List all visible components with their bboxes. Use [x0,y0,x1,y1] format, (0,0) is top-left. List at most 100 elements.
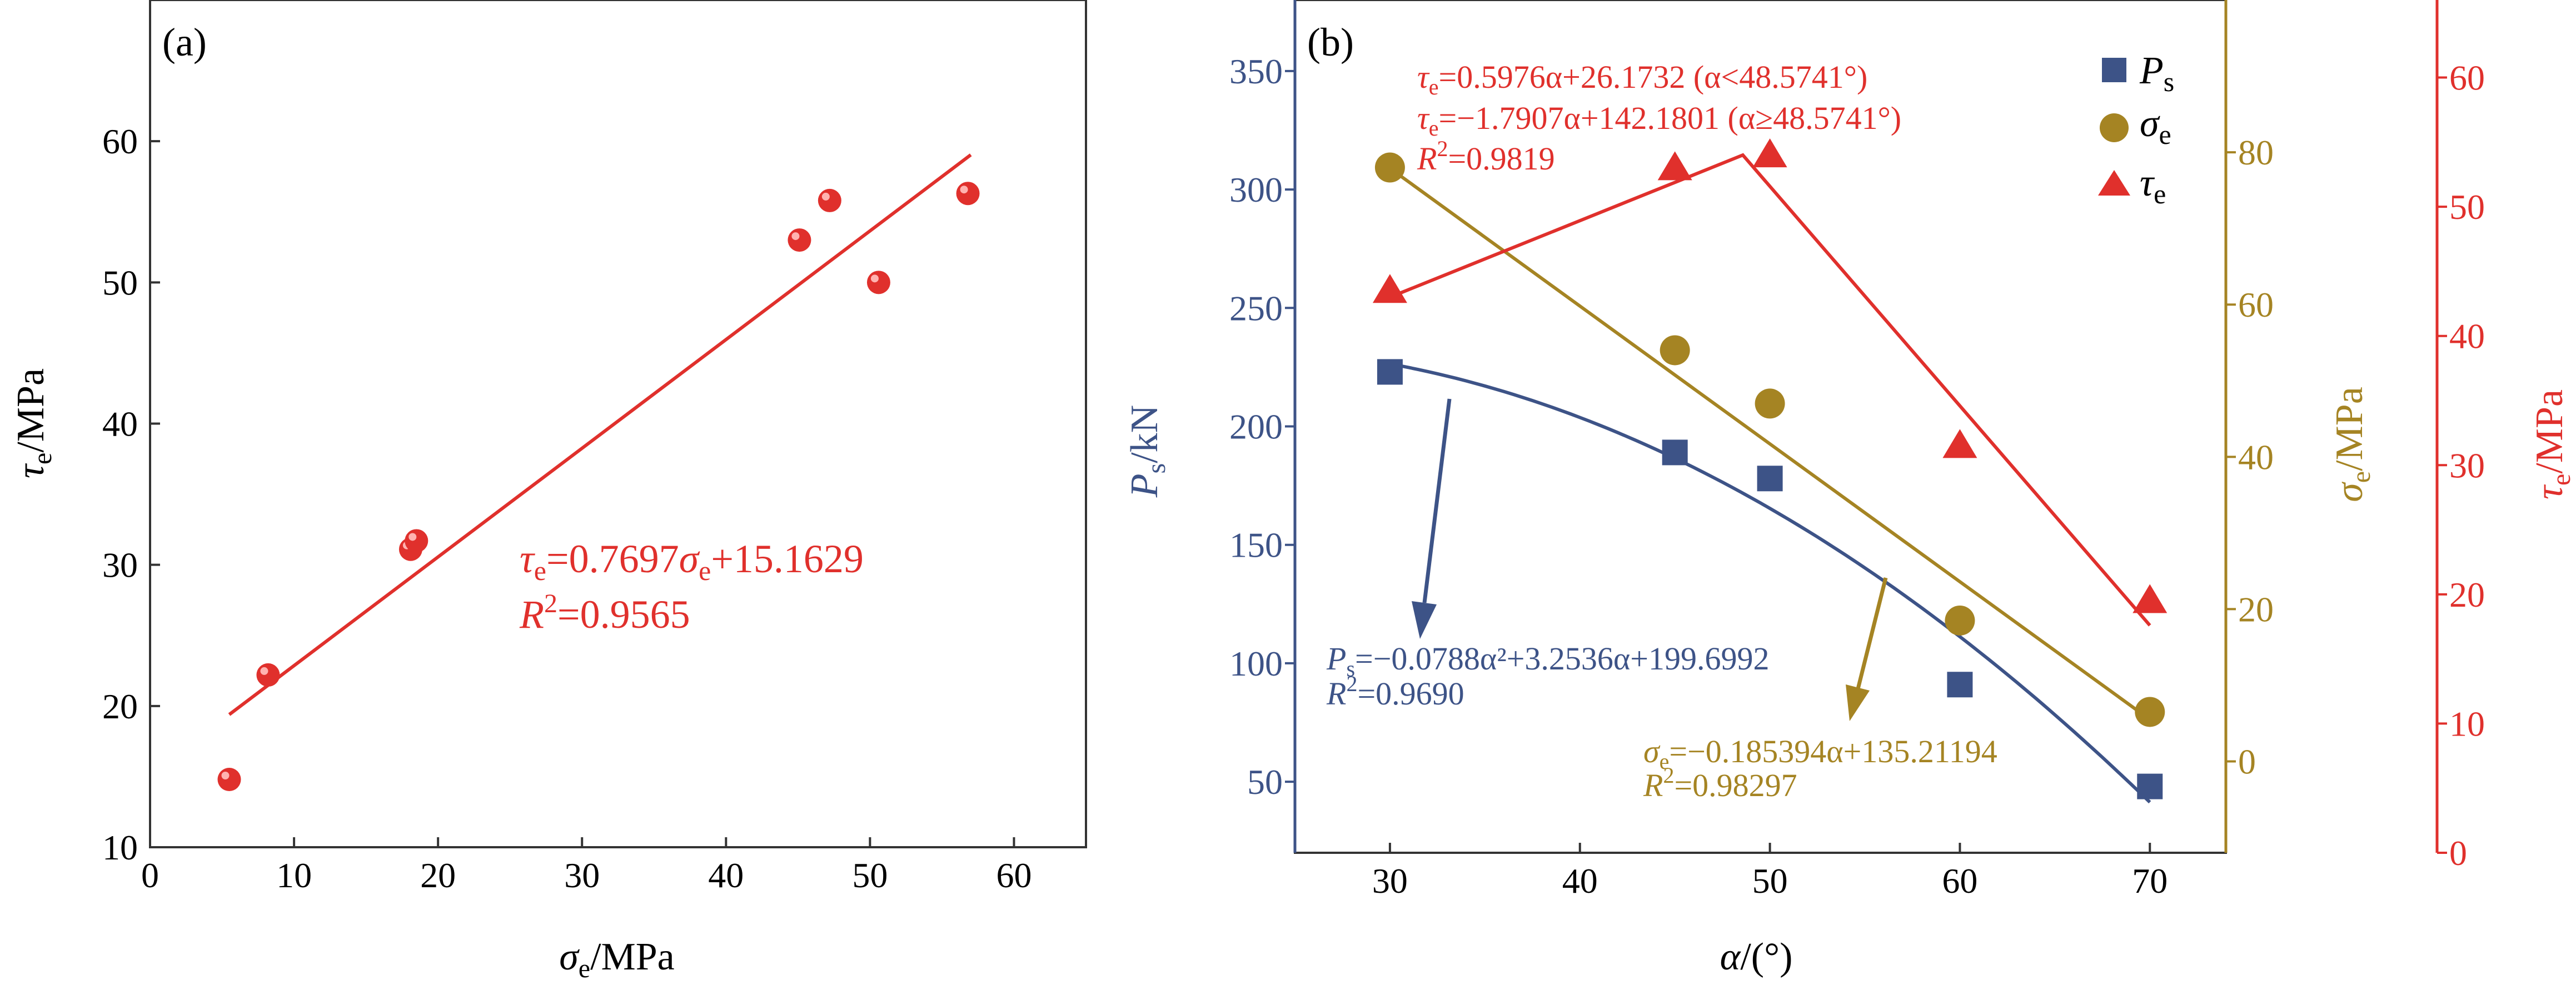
x-tick-label-b: 50 [1752,861,1788,901]
y-tick-label-a: 30 [102,546,138,585]
tau-tick-label: 60 [2449,58,2485,98]
sigma-ticks: 0 20 40 60 80 [2226,133,2274,782]
data-point-a [956,182,980,206]
tau-r2: R2=0.9819 [1417,136,1555,177]
data-points-b [1372,138,2168,799]
x-ticks-b: 30 40 50 60 70 [1372,843,2168,901]
sigma-tick-label: 20 [2238,589,2274,629]
x-tick-label-a: 60 [996,856,1032,895]
x-tick-label-b: 40 [1562,861,1598,901]
y-ticks-a: 10 20 30 40 50 60 [102,122,160,867]
x-tick-label-b: 30 [1372,861,1408,901]
x-tick-label-a: 0 [141,856,159,895]
data-point-highlight-a [960,186,968,194]
tau-tick-label: 20 [2449,575,2485,614]
y-tick-label-a: 50 [102,263,138,302]
ps-data-point [1757,466,1783,492]
sigma-data-point [1755,388,1785,419]
sigma-data-point [2135,697,2165,727]
sigma-tick-label: 60 [2238,285,2274,324]
sigma-annotation-arrow [1846,577,1888,721]
tau-tick-label: 40 [2449,317,2485,356]
x-tick-label-a: 40 [708,856,744,895]
ps-tick-label: 350 [1229,52,1283,91]
ps-tick-label: 50 [1247,762,1283,802]
sigma-data-point [1660,335,1690,366]
ps-fit-curve [1389,362,2151,804]
legend-label-ps: Ps [2139,49,2174,97]
legend-label-tau: τe [2140,162,2166,209]
legend-marker-tau [2098,170,2130,196]
panel-a-label: (a) [162,20,207,64]
legend-label-sigma: σe [2140,102,2171,150]
fit-r2-a: R2=0.9565 [519,589,690,637]
y-tick-label-a: 40 [102,404,138,444]
ps-r2: R2=0.9690 [1326,671,1464,712]
tau-ticks: 0 10 20 30 40 50 60 [2437,58,2485,873]
data-point-highlight-a [221,772,230,779]
x-tick-label-a: 30 [564,856,600,895]
legend: Ps σe τe [2098,49,2174,209]
data-point-highlight-a [870,274,879,283]
data-points-a [217,182,980,791]
data-point-a [788,228,811,252]
data-point-highlight-a [260,667,268,675]
y-axis-label-a: τe/MPa [9,368,57,478]
ps-equation: Ps=−0.0788α²+3.2536α+199.6992 [1326,641,1770,681]
ps-data-point [2137,773,2163,799]
ps-data-point [1947,672,1973,698]
tau-tick-label: 30 [2449,446,2485,485]
ps-data-point [1662,439,1688,466]
sigma-axis-label: σe/MPa [2328,387,2376,502]
ps-annotation-arrow [1412,398,1452,639]
panel-b-label: (b) [1307,20,1354,64]
data-point-a [818,188,841,212]
sigma-data-point [1374,152,1405,183]
y-tick-label-a: 10 [102,828,138,867]
tau-equation-1: τe=0.5976α+26.1732 (α<48.5741°) [1417,59,1867,99]
ps-tick-label: 100 [1229,644,1283,683]
sigma-tick-label: 0 [2238,742,2256,782]
tau-tick-label: 10 [2449,704,2485,743]
ps-ticks: 50 100 150 200 250 300 350 [1229,52,1295,802]
sigma-tick-label: 40 [2238,437,2274,477]
data-point-a [256,663,280,687]
fit-line-a [228,153,972,716]
x-axis-label-b: α/(°) [1720,936,1793,978]
tau-data-point [1942,429,1977,458]
ps-data-point [1377,359,1403,385]
sigma-r2: R2=0.98297 [1643,763,1797,803]
tau-data-point [2132,584,2168,613]
fit-lines-b [1389,153,2151,804]
tau-data-point [1372,274,1407,303]
data-point-highlight-a [408,533,417,541]
ps-tick-label: 300 [1229,170,1283,209]
x-axis-label-a: σe/MPa [559,936,675,983]
y-tick-label-a: 20 [102,687,138,726]
ps-tick-label: 200 [1229,407,1283,447]
sigma-data-point [1945,605,1975,636]
tau-equation-2: τe=−1.7907α+142.1801 (α≥48.5741°) [1417,100,1901,141]
sigma-fit-line [1389,167,2151,721]
sigma-tick-label: 80 [2238,133,2274,172]
data-point-a [405,529,428,553]
tau-data-point [1657,151,1692,181]
legend-marker-ps [2102,58,2126,82]
tau-data-point [1752,138,1787,168]
data-point-a [217,768,241,791]
tau-tick-label: 50 [2449,187,2485,227]
tau-axis-label: τe/MPa [2528,389,2576,499]
x-tick-label-a: 20 [420,856,456,895]
data-point-highlight-a [821,192,830,201]
x-tick-label-a: 10 [276,856,312,895]
x-tick-label-b: 70 [2132,861,2168,901]
fit-equation-a: τe=0.7697σe+15.1629 [520,537,864,586]
ps-tick-label: 250 [1229,288,1283,328]
data-point-highlight-a [791,232,800,241]
y-tick-label-a: 60 [102,122,138,161]
legend-marker-sigma [2100,113,2129,142]
x-tick-label-a: 50 [852,856,888,895]
